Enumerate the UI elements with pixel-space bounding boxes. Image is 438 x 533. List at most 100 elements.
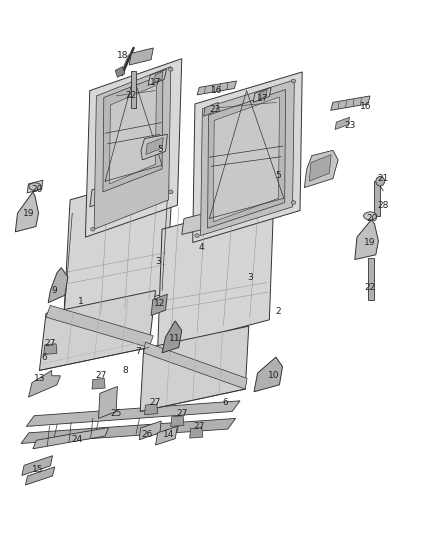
Ellipse shape xyxy=(364,212,377,220)
Text: 28: 28 xyxy=(378,201,389,209)
Polygon shape xyxy=(94,67,171,229)
Polygon shape xyxy=(21,418,236,443)
Text: 10: 10 xyxy=(268,372,279,380)
Polygon shape xyxy=(26,401,240,426)
Text: 20: 20 xyxy=(367,214,378,223)
Text: 19: 19 xyxy=(364,238,376,247)
Text: 3: 3 xyxy=(247,273,253,281)
Text: 16: 16 xyxy=(211,86,223,95)
Polygon shape xyxy=(253,87,271,102)
Polygon shape xyxy=(15,192,39,232)
Polygon shape xyxy=(309,155,331,181)
Polygon shape xyxy=(197,81,237,95)
Polygon shape xyxy=(182,203,250,235)
Polygon shape xyxy=(39,290,155,370)
Text: 27: 27 xyxy=(95,372,106,380)
Ellipse shape xyxy=(291,201,296,205)
Ellipse shape xyxy=(91,227,95,231)
Polygon shape xyxy=(154,71,163,83)
Polygon shape xyxy=(213,97,279,222)
Polygon shape xyxy=(148,69,166,85)
Text: 20: 20 xyxy=(32,185,43,193)
Polygon shape xyxy=(92,378,105,389)
Text: 2: 2 xyxy=(276,308,281,316)
Polygon shape xyxy=(28,370,60,397)
Text: 14: 14 xyxy=(163,430,174,439)
Polygon shape xyxy=(331,96,370,110)
Text: 25: 25 xyxy=(110,409,122,417)
Polygon shape xyxy=(103,75,163,192)
Text: 4: 4 xyxy=(199,244,204,252)
Text: 17: 17 xyxy=(150,78,161,87)
Bar xyxy=(368,258,374,300)
Polygon shape xyxy=(335,117,350,130)
Polygon shape xyxy=(204,102,218,116)
Text: 24: 24 xyxy=(71,435,82,444)
Polygon shape xyxy=(27,180,43,193)
Ellipse shape xyxy=(169,68,173,71)
Polygon shape xyxy=(48,268,68,303)
Ellipse shape xyxy=(376,176,385,186)
Polygon shape xyxy=(171,416,184,426)
Bar xyxy=(131,71,136,108)
Text: 16: 16 xyxy=(360,102,371,111)
Polygon shape xyxy=(145,404,158,415)
Polygon shape xyxy=(46,305,153,348)
Ellipse shape xyxy=(195,233,199,237)
Polygon shape xyxy=(155,426,177,445)
Text: 23: 23 xyxy=(345,121,356,130)
Text: 11: 11 xyxy=(170,334,181,343)
Ellipse shape xyxy=(291,79,296,83)
Text: 3: 3 xyxy=(155,257,161,265)
Text: 12: 12 xyxy=(154,300,166,308)
Bar xyxy=(374,181,380,216)
Text: 23: 23 xyxy=(209,105,220,114)
Text: 22: 22 xyxy=(364,284,376,292)
Polygon shape xyxy=(258,90,267,100)
Polygon shape xyxy=(190,427,203,438)
Polygon shape xyxy=(158,200,274,349)
Polygon shape xyxy=(141,134,167,160)
Polygon shape xyxy=(129,48,153,65)
Text: 1: 1 xyxy=(78,297,84,305)
Polygon shape xyxy=(115,67,125,77)
Polygon shape xyxy=(85,59,182,237)
Polygon shape xyxy=(144,342,247,389)
Text: 15: 15 xyxy=(32,465,43,473)
Text: 27: 27 xyxy=(194,422,205,431)
Text: 5: 5 xyxy=(275,172,281,180)
Polygon shape xyxy=(110,85,156,184)
Polygon shape xyxy=(201,80,294,236)
Polygon shape xyxy=(64,171,173,322)
Ellipse shape xyxy=(169,190,173,193)
Polygon shape xyxy=(44,344,57,354)
Polygon shape xyxy=(355,220,378,260)
Polygon shape xyxy=(254,357,283,392)
Text: 5: 5 xyxy=(157,145,163,154)
Text: 26: 26 xyxy=(141,430,152,439)
Polygon shape xyxy=(162,321,182,353)
Polygon shape xyxy=(151,294,167,316)
Text: 27: 27 xyxy=(45,340,56,348)
Text: 19: 19 xyxy=(23,209,34,217)
Polygon shape xyxy=(25,467,55,485)
Polygon shape xyxy=(304,150,338,188)
Text: 18: 18 xyxy=(117,52,128,60)
Text: 13: 13 xyxy=(34,374,45,383)
Text: 22: 22 xyxy=(126,92,137,100)
Text: 7: 7 xyxy=(135,348,141,356)
Polygon shape xyxy=(90,171,158,207)
Polygon shape xyxy=(146,138,163,155)
Polygon shape xyxy=(208,90,286,228)
Text: 6: 6 xyxy=(223,398,229,407)
Text: 9: 9 xyxy=(52,286,58,295)
Polygon shape xyxy=(139,421,161,440)
Text: 6: 6 xyxy=(41,353,47,361)
Polygon shape xyxy=(140,326,249,411)
Polygon shape xyxy=(99,386,117,418)
Polygon shape xyxy=(193,72,302,243)
Ellipse shape xyxy=(29,183,41,190)
Text: 21: 21 xyxy=(378,174,389,183)
Text: 17: 17 xyxy=(257,94,268,103)
Text: 27: 27 xyxy=(176,409,187,417)
